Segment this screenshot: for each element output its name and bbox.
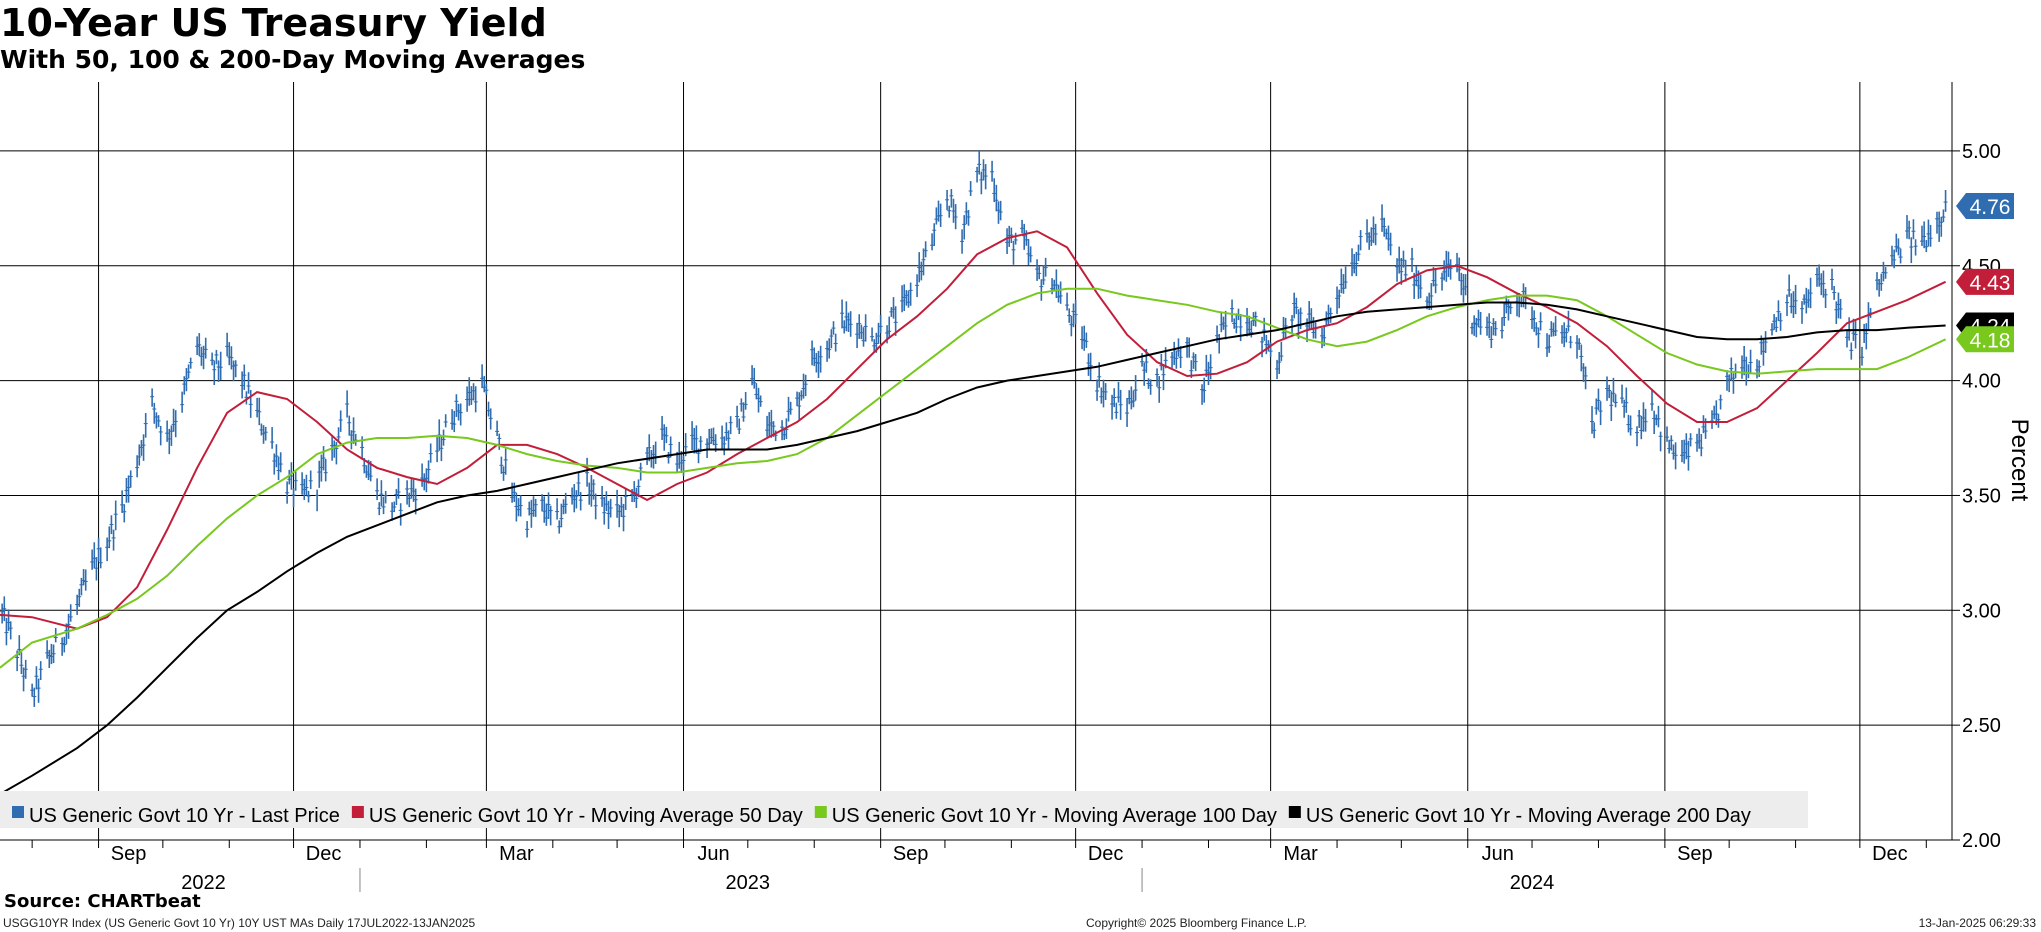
y-tick-label: 5.00 [1962,141,2001,163]
legend-swatch [814,806,827,818]
x-tick-label: Sep [1677,843,1713,865]
value-tag-shape [1956,193,2014,220]
value-tag: 4.18 [1956,326,2014,353]
x-tick-label: Jun [1482,843,1514,865]
x-tick-label: Sep [893,843,929,865]
chart-title: 10-Year US Treasury Yield [0,1,547,45]
price-bars [0,150,1948,707]
value-tag-shape [1956,326,2014,353]
y-axis-label: Percent [2006,419,2033,502]
legend-label: US Generic Govt 10 Yr - Moving Average 1… [832,805,1277,827]
legend-label: US Generic Govt 10 Yr - Moving Average 5… [369,805,803,827]
legend-swatch [12,806,24,818]
y-tick-label: 2.00 [1962,830,2001,852]
legend-label: US Generic Govt 10 Yr - Moving Average 2… [1306,805,1751,827]
y-tick-label: 4.00 [1962,371,2001,393]
legend-label: US Generic Govt 10 Yr - Last Price [29,805,340,827]
value-tag: 4.43 [1956,268,2014,295]
x-tick-label: Jun [697,843,729,865]
footer-copyright: Copyright© 2025 Bloomberg Finance L.P. [1086,916,1307,930]
ma-100-line [0,287,1947,669]
footer-timestamp: 13-Jan-2025 06:29:33 [1918,916,2036,930]
ma-200-line [0,301,1946,795]
value-tag-label: 4.76 [1970,196,2011,219]
legend-swatch [1288,806,1301,818]
legend-swatch [351,806,364,818]
value-tag-shape [1956,268,2014,295]
x-tick-label: Dec [1872,843,1908,865]
source-label: Source: CHARTbeat [4,891,201,912]
year-label: 2022 [181,872,226,894]
value-tag-label: 4.43 [1970,272,2011,295]
x-tick-label: Mar [1283,843,1318,865]
x-tick-label: Dec [306,843,342,865]
footer-index-info: USGG10YR Index (US Generic Govt 10 Yr) 1… [3,916,476,930]
y-tick-label: 3.50 [1962,485,2001,507]
year-label: 2023 [726,872,771,894]
x-tick-label: Mar [499,843,534,865]
y-tick-label: 3.00 [1962,600,2001,622]
ma-50-line [0,230,1947,630]
x-tick-label: Sep [111,843,147,865]
x-tick-label: Dec [1088,843,1124,865]
legend: US Generic Govt 10 Yr - Last Price US Gen… [0,791,1808,828]
y-tick-label: 2.50 [1962,715,2001,737]
value-tag-label: 4.18 [1970,329,2011,352]
legend-background [0,791,1808,828]
year-label: 2024 [1510,872,1555,894]
value-tag: 4.76 [1956,193,2014,220]
chart-subtitle: With 50, 100 & 200-Day Moving Averages [0,45,586,74]
